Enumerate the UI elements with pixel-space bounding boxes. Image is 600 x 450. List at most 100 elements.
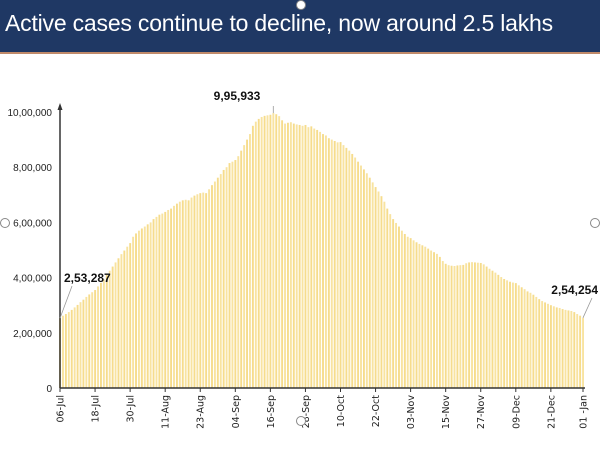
bar	[263, 115, 266, 388]
bar	[447, 265, 450, 388]
bar	[187, 200, 190, 388]
bar	[70, 309, 73, 388]
bar	[371, 182, 374, 388]
bar	[102, 279, 105, 388]
bar	[509, 281, 511, 388]
bar	[146, 224, 149, 388]
bar	[140, 228, 143, 388]
x-tick-label: 18-Jul	[91, 395, 102, 423]
bar	[152, 219, 155, 388]
bar	[289, 122, 292, 388]
annotation-leader-line	[59, 285, 73, 319]
bar	[281, 120, 284, 388]
bar	[529, 292, 532, 388]
bar	[365, 173, 368, 388]
bar	[523, 289, 526, 388]
bar	[549, 305, 552, 388]
bar	[395, 222, 398, 388]
bar	[100, 282, 102, 388]
bar	[354, 157, 357, 388]
x-tick-label: 10-Oct	[336, 395, 347, 427]
resize-handle-right[interactable]	[590, 218, 600, 228]
bar	[403, 233, 406, 388]
bar	[488, 268, 491, 388]
bar	[123, 250, 126, 388]
bar	[471, 262, 473, 388]
bar	[576, 314, 579, 388]
bar	[114, 262, 117, 388]
bar	[450, 265, 453, 388]
bar	[88, 294, 91, 388]
bar	[181, 200, 184, 388]
bar	[137, 230, 140, 388]
bar	[339, 142, 342, 388]
bar	[120, 254, 123, 388]
bar	[173, 205, 175, 388]
bar	[330, 139, 333, 388]
bar	[132, 236, 135, 388]
x-tick-label: 22-Oct	[371, 395, 382, 427]
x-tick-label: 04-Sep	[231, 395, 242, 428]
bar	[544, 302, 547, 388]
x-tick-label: 01 -Jan	[579, 395, 590, 429]
resize-handle-left[interactable]	[0, 218, 10, 228]
bar	[389, 214, 392, 388]
bar	[526, 291, 529, 388]
bar	[266, 115, 269, 388]
bar	[561, 309, 564, 388]
bar	[342, 145, 345, 388]
bar	[82, 299, 85, 388]
bar	[164, 211, 167, 388]
bar	[360, 165, 362, 388]
bar	[336, 142, 339, 388]
bar	[170, 208, 173, 388]
bar	[249, 134, 251, 388]
bar	[433, 252, 435, 388]
bar	[254, 121, 257, 388]
bar	[231, 161, 234, 388]
bar	[219, 174, 222, 388]
bar	[398, 226, 400, 388]
bar	[362, 169, 365, 388]
bar	[555, 307, 558, 388]
bar	[79, 302, 82, 388]
bar	[418, 243, 421, 388]
bar	[184, 199, 187, 388]
bar	[73, 307, 76, 388]
bar	[441, 261, 444, 388]
bar	[570, 310, 573, 388]
resize-handle-bottom[interactable]	[296, 416, 306, 426]
bar	[357, 161, 360, 388]
data-label: 2,53,287	[64, 271, 111, 285]
bar	[240, 150, 243, 388]
bar	[485, 266, 488, 388]
bar	[62, 315, 64, 388]
bar	[208, 189, 211, 388]
resize-handle-top[interactable]	[296, 0, 306, 10]
x-tick-label: 23-Aug	[196, 395, 207, 429]
bar	[97, 286, 99, 388]
bar	[348, 150, 351, 388]
bar	[497, 274, 500, 388]
bar	[205, 193, 208, 388]
bar	[552, 306, 555, 388]
bar	[438, 256, 441, 388]
bar	[216, 177, 219, 388]
bar	[351, 153, 354, 388]
bar	[193, 195, 196, 388]
annotation-leader-line	[582, 297, 593, 318]
bar	[547, 303, 549, 388]
bar	[222, 169, 225, 388]
y-tick-label: 6,00,000	[13, 218, 52, 229]
x-tick-label: 06-Jul	[56, 395, 67, 423]
bar	[178, 201, 181, 388]
bar	[500, 277, 503, 388]
bar	[491, 270, 494, 388]
bar	[269, 114, 272, 388]
bar	[532, 294, 535, 388]
bar	[175, 203, 178, 388]
bar	[225, 167, 228, 388]
bar	[506, 280, 509, 388]
bar	[538, 299, 541, 388]
bar	[234, 160, 237, 388]
